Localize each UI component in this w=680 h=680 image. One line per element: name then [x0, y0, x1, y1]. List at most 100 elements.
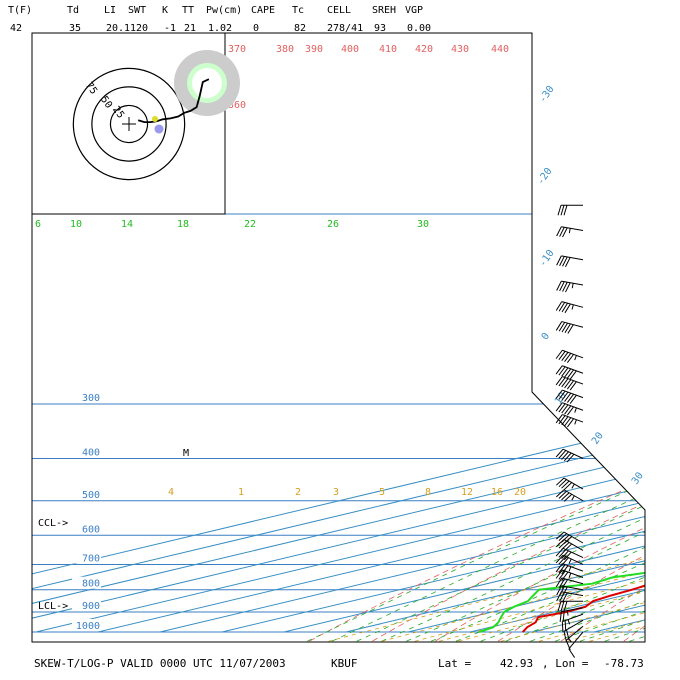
isotherm-line: [221, 33, 645, 633]
header-label: CELL: [327, 5, 351, 16]
isobar-label-bg: [72, 599, 101, 612]
theta-e-label: 18: [177, 219, 189, 230]
mixing-ratio-label: 16: [491, 487, 503, 498]
wind-barb: [555, 365, 584, 380]
mixing-ratio-label: 4: [168, 487, 174, 498]
plot-frame: [31, 32, 646, 643]
storm-dot-blue: [154, 124, 164, 134]
hodograph-ring: [109, 104, 149, 144]
wind-barb: [555, 563, 584, 575]
wind-barb: [556, 226, 584, 238]
sounding-traces: [478, 213, 645, 633]
wind-barb: [556, 280, 584, 293]
dry-adiabat: [560, 33, 645, 642]
isobar-label-bg: [72, 619, 101, 631]
footer-lon-value: -78.73: [604, 657, 644, 670]
mixing-ratio-labels: 4 1 2 3 5 8 12 16 20: [168, 487, 526, 498]
wind-barb: [559, 607, 584, 623]
header-value: 82: [294, 23, 306, 34]
wind-barb: [555, 577, 584, 589]
isotherm-line: [656, 33, 680, 632]
isotherm-line: [159, 33, 645, 633]
isobar-label-bg: [72, 391, 101, 404]
header-label: T(F): [8, 5, 32, 16]
wind-barb: [556, 477, 584, 491]
ccl-label: CCL->: [38, 518, 68, 529]
header-value: 278/41: [327, 23, 363, 34]
wind-barb: [557, 600, 583, 612]
header-value: 0.00: [407, 23, 431, 34]
dry-adiabat: [623, 33, 645, 642]
wind-barb: [555, 448, 584, 463]
theta-e-label: 26: [327, 219, 339, 230]
theta-label: 430: [451, 44, 469, 55]
isobar-label: 500: [82, 490, 100, 501]
isobar-label-bg: [72, 522, 101, 535]
theta-label: 380: [276, 44, 294, 55]
moist-adiabat: [356, 326, 645, 642]
wind-barb: [555, 554, 584, 566]
mixing-ratio-label: 2: [295, 487, 301, 498]
isotherm-label: -10: [537, 248, 556, 269]
isobar-label: 700: [82, 553, 100, 564]
isotherm-line: [593, 33, 645, 633]
wind-barb: [555, 376, 584, 391]
moist-adiabat: [307, 326, 645, 642]
wind-barb: [555, 321, 584, 334]
temperature-trace: [521, 213, 645, 633]
hodograph-ring: [72, 67, 186, 181]
wind-barb: [555, 569, 584, 581]
theta-e-label: 10: [70, 219, 82, 230]
dry-adiabat: [434, 33, 645, 642]
dry-adiabat: [372, 33, 645, 642]
plot-border: [31, 32, 646, 643]
isobar-label-bg: [72, 551, 101, 564]
isotherm-label: -20: [535, 166, 554, 187]
isobar-label: 1000: [76, 621, 100, 632]
header-label: Pw(cm): [206, 5, 242, 16]
isotherm-line: [35, 33, 645, 633]
wind-barb: [556, 585, 584, 597]
isobar-label: 900: [82, 601, 100, 612]
isotherm-line: [531, 33, 645, 633]
wind-barb: [556, 489, 584, 502]
moist-adiabat: [455, 326, 645, 642]
header-value: 120: [130, 23, 148, 34]
theta-label: 370: [228, 44, 246, 55]
dry-adiabat: [497, 33, 645, 642]
theta-label: 440: [491, 44, 509, 55]
header-value: 42: [10, 23, 22, 34]
mixing-ratio-line: [439, 500, 645, 642]
mixing-ratio-label: 20: [514, 487, 526, 498]
theta-label: 390: [305, 44, 323, 55]
header-label: VGP: [405, 5, 423, 16]
mixing-ratio-line: [381, 500, 645, 642]
footer-title: SKEW-T/LOG-P VALID 0000 UTC 11/07/2003: [34, 657, 286, 670]
isotherm-label: 20: [590, 430, 606, 446]
isobar-label: 800: [82, 579, 100, 590]
footer-lon-label: , Lon =: [542, 657, 589, 670]
header-value: 21: [184, 23, 196, 34]
theta-e-label: 30: [417, 219, 429, 230]
header-value: 1.02: [208, 23, 232, 34]
moist-adiabat: [505, 326, 645, 642]
isotherm-line: [345, 33, 645, 633]
header-label: SREH: [372, 5, 396, 16]
header-value: 93: [374, 23, 386, 34]
theta-e-label: 14: [121, 219, 133, 230]
hodograph-trace: [137, 78, 210, 123]
header-value: 0: [253, 23, 259, 34]
wind-barb: [563, 619, 584, 642]
moist-adiabat: [530, 326, 645, 642]
theta-e-label: 6: [35, 219, 41, 230]
header-label: CAPE: [251, 5, 275, 16]
isobar-label: 400: [82, 447, 100, 458]
indices-header: T(F) 42 Td 35 LI 20.1 SWT 120 K -1 TT 21 Pw(cm) 1.02 C…: [8, 5, 431, 34]
mixing-ratio-line: [458, 500, 645, 642]
wind-barb: [555, 402, 584, 416]
isotherm-line: [32, 33, 645, 633]
mixing-ratio-line: [500, 500, 645, 642]
